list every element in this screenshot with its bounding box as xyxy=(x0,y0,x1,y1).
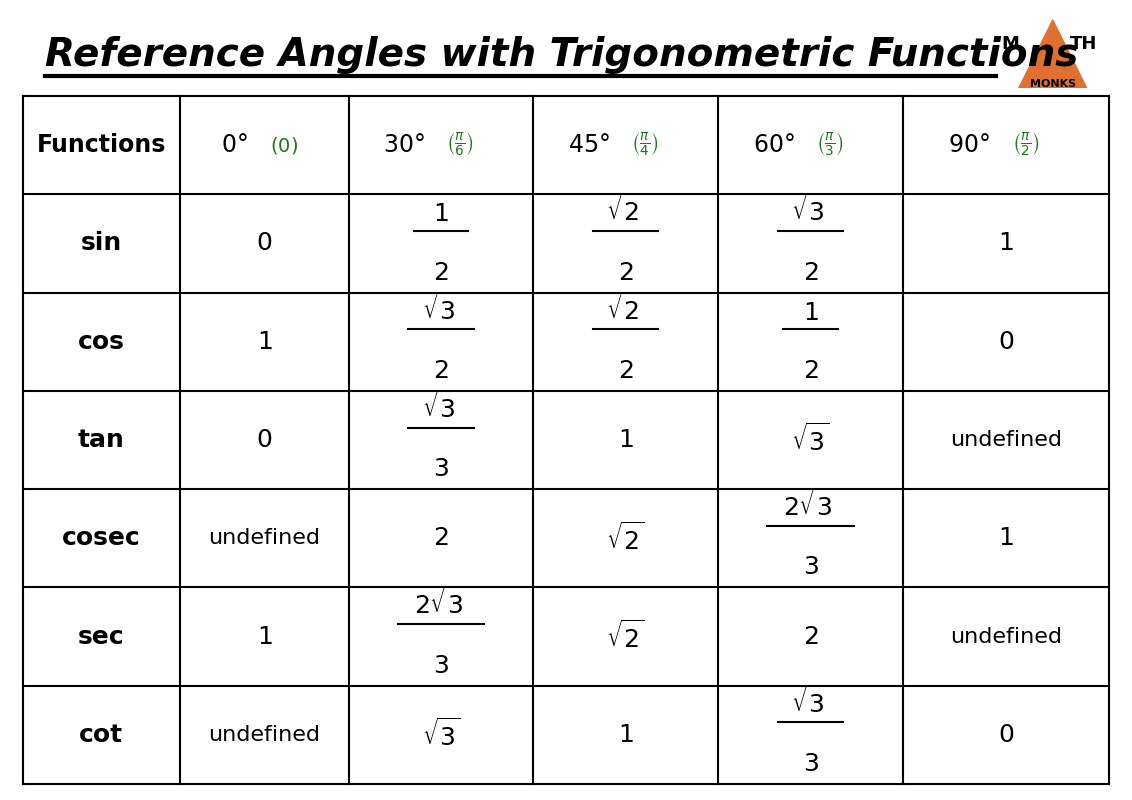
Text: $2$: $2$ xyxy=(803,359,818,383)
Text: $2$: $2$ xyxy=(434,526,448,550)
Text: $\sqrt{3}$: $\sqrt{3}$ xyxy=(422,390,461,422)
Text: $2$: $2$ xyxy=(618,359,634,383)
Text: tan: tan xyxy=(78,428,125,452)
Text: $\sqrt{2}$: $\sqrt{2}$ xyxy=(607,522,645,554)
Text: TH: TH xyxy=(1070,35,1097,53)
Text: undefined: undefined xyxy=(208,528,320,548)
Text: cos: cos xyxy=(78,330,125,354)
Text: $0$: $0$ xyxy=(256,231,273,255)
Text: $\left(\frac{\pi}{3}\right)$: $\left(\frac{\pi}{3}\right)$ xyxy=(816,131,843,159)
Text: $\sqrt{3}$: $\sqrt{3}$ xyxy=(422,292,461,325)
Text: M: M xyxy=(1002,35,1020,53)
Text: $3$: $3$ xyxy=(434,654,449,678)
Text: MONKS: MONKS xyxy=(1030,79,1075,89)
Text: undefined: undefined xyxy=(950,626,1062,646)
Text: $90°$: $90°$ xyxy=(949,133,989,157)
Text: $1$: $1$ xyxy=(618,723,634,747)
Text: Reference Angles with Trigonometric Functions: Reference Angles with Trigonometric Func… xyxy=(45,36,1079,74)
Text: $3$: $3$ xyxy=(434,457,449,481)
Text: $\sqrt{3}$: $\sqrt{3}$ xyxy=(791,194,830,226)
Text: $\left(\frac{\pi}{4}\right)$: $\left(\frac{\pi}{4}\right)$ xyxy=(632,131,659,159)
Text: sin: sin xyxy=(80,231,122,255)
Text: cot: cot xyxy=(79,723,123,747)
Text: $2$: $2$ xyxy=(618,261,634,285)
Text: $1$: $1$ xyxy=(803,301,818,325)
Text: $\sqrt{2}$: $\sqrt{2}$ xyxy=(607,620,645,653)
Text: undefined: undefined xyxy=(208,725,320,745)
Text: $2\sqrt{3}$: $2\sqrt{3}$ xyxy=(783,489,838,521)
Text: $45°$: $45°$ xyxy=(568,133,609,157)
Text: $2$: $2$ xyxy=(803,261,818,285)
Text: $0$: $0$ xyxy=(256,428,273,452)
Text: $3$: $3$ xyxy=(803,555,818,579)
Text: $1$: $1$ xyxy=(618,428,634,452)
Text: $2$: $2$ xyxy=(434,359,448,383)
Text: undefined: undefined xyxy=(950,430,1062,450)
Text: $3$: $3$ xyxy=(803,752,818,776)
Text: $0°$: $0°$ xyxy=(222,133,248,157)
Text: $0$: $0$ xyxy=(998,723,1014,747)
Text: Functions: Functions xyxy=(36,133,166,157)
Text: sec: sec xyxy=(78,625,125,649)
Text: $30°$: $30°$ xyxy=(383,133,424,157)
Text: $1$: $1$ xyxy=(257,625,273,649)
Text: $60°$: $60°$ xyxy=(753,133,795,157)
Text: $0$: $0$ xyxy=(998,330,1014,354)
Text: $\sqrt{3}$: $\sqrt{3}$ xyxy=(791,424,830,456)
Text: cosec: cosec xyxy=(62,526,140,550)
Text: $\left(\frac{\pi}{2}\right)$: $\left(\frac{\pi}{2}\right)$ xyxy=(1012,131,1039,159)
Text: $1$: $1$ xyxy=(998,231,1014,255)
Text: $(0)$: $(0)$ xyxy=(269,134,298,156)
Text: $1$: $1$ xyxy=(434,202,449,226)
Text: $1$: $1$ xyxy=(998,526,1014,550)
Text: $2$: $2$ xyxy=(434,261,448,285)
Text: $2\sqrt{3}$: $2\sqrt{3}$ xyxy=(413,586,469,619)
Text: $\sqrt{3}$: $\sqrt{3}$ xyxy=(422,718,461,751)
Text: $\sqrt{3}$: $\sqrt{3}$ xyxy=(791,685,830,718)
Text: $\sqrt{2}$: $\sqrt{2}$ xyxy=(607,194,645,226)
Text: $2$: $2$ xyxy=(803,625,818,649)
Text: $\left(\frac{\pi}{6}\right)$: $\left(\frac{\pi}{6}\right)$ xyxy=(446,131,474,159)
Polygon shape xyxy=(1019,20,1087,88)
Text: $\sqrt{2}$: $\sqrt{2}$ xyxy=(607,292,645,325)
Text: $1$: $1$ xyxy=(257,330,273,354)
